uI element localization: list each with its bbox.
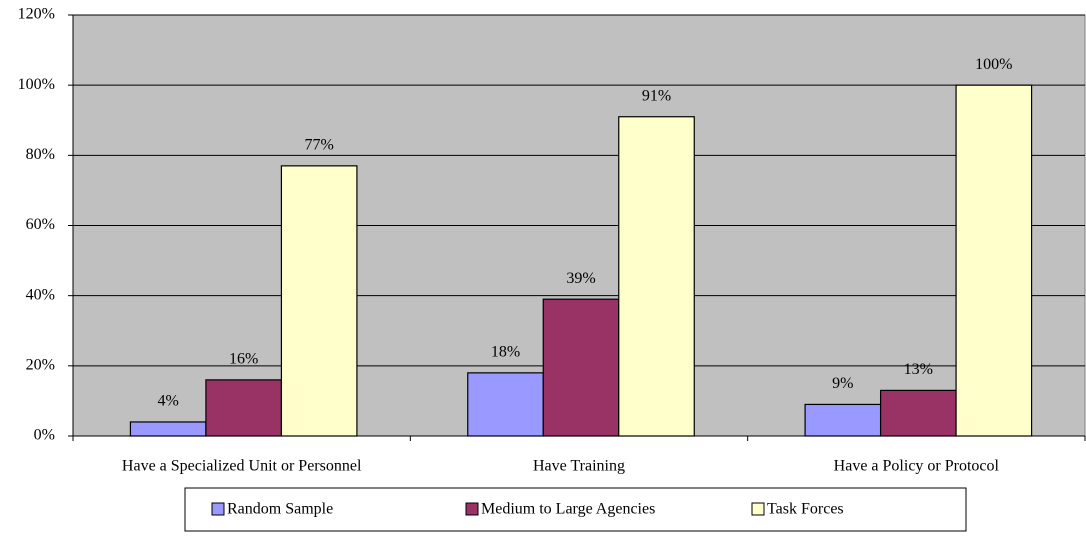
value-label: 39% [566, 270, 595, 287]
value-label: 18% [491, 344, 520, 361]
value-label: 77% [305, 137, 334, 154]
value-label: 91% [642, 87, 671, 104]
x-tick-label: Have a Policy or Protocol [834, 458, 1000, 475]
bar [879, 389, 957, 437]
value-label: 4% [158, 393, 179, 410]
x-tick-label: Have a Specialized Unit or Personnel [122, 458, 362, 475]
value-label: 13% [904, 361, 933, 378]
y-tick-label: 60% [26, 216, 55, 233]
legend-swatch [211, 502, 225, 516]
y-tick-label: 100% [18, 76, 55, 93]
bar [280, 165, 358, 437]
legend-swatch [751, 502, 765, 516]
value-label: 100% [975, 56, 1012, 73]
bar [542, 298, 620, 437]
bar [804, 403, 882, 437]
value-label: 9% [832, 375, 853, 392]
legend-label: Random Sample [227, 501, 333, 518]
bar [618, 116, 695, 437]
x-tick-label: Have Training [533, 458, 625, 475]
y-tick-label: 40% [26, 286, 55, 303]
value-label: 16% [229, 351, 258, 368]
legend-label: Task Forces [767, 501, 844, 518]
bar [129, 421, 207, 437]
y-tick-label: 120% [18, 6, 55, 23]
y-tick-label: 80% [26, 146, 55, 163]
bar [205, 379, 283, 437]
y-tick-label: 0% [34, 427, 55, 444]
bar [467, 372, 544, 437]
y-tick-label: 20% [26, 357, 55, 374]
legend-swatch [465, 502, 479, 516]
legend-box [184, 487, 967, 532]
bar [955, 84, 1033, 437]
legend-label: Medium to Large Agencies [481, 501, 655, 518]
